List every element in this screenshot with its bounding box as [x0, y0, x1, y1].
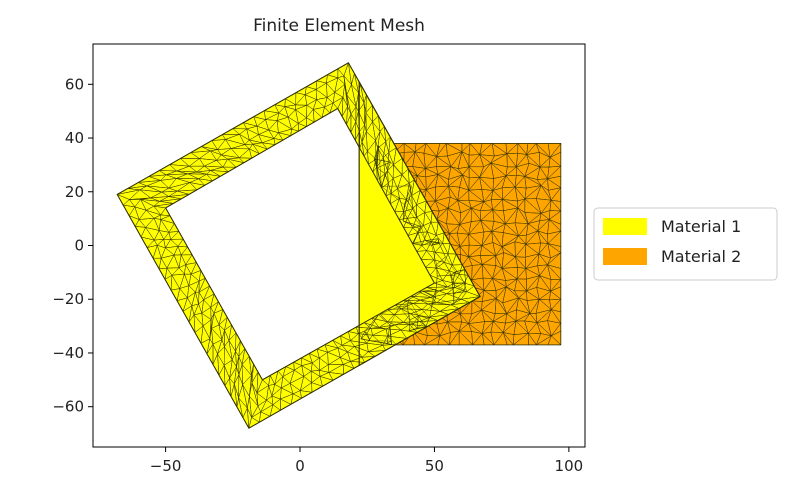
legend-swatch	[603, 248, 647, 265]
y-tick-label: −60	[52, 398, 84, 416]
y-tick-label: 40	[65, 129, 84, 147]
x-tick-label: 50	[425, 457, 444, 475]
legend-label: Material 2	[661, 247, 741, 266]
y-axis: −60 −40 −20 0 20 40 60	[52, 75, 93, 416]
mesh-layer	[116, 62, 562, 429]
y-tick-label: −40	[52, 344, 84, 362]
y-tick-label: −20	[52, 290, 84, 308]
chart-title: Finite Element Mesh	[253, 16, 425, 36]
x-tick-label: 0	[295, 457, 305, 475]
legend-swatch	[603, 218, 647, 235]
x-tick-label: −50	[150, 457, 182, 475]
y-tick-label: 0	[74, 237, 84, 255]
x-tick-label: 100	[555, 457, 584, 475]
legend: Material 1 Material 2	[593, 207, 778, 281]
y-tick-label: 20	[65, 183, 84, 201]
overlap-mesh	[360, 145, 466, 345]
legend-label: Material 1	[661, 217, 741, 236]
x-axis: −50 0 50 100	[150, 447, 583, 475]
y-tick-label: 60	[65, 75, 84, 93]
